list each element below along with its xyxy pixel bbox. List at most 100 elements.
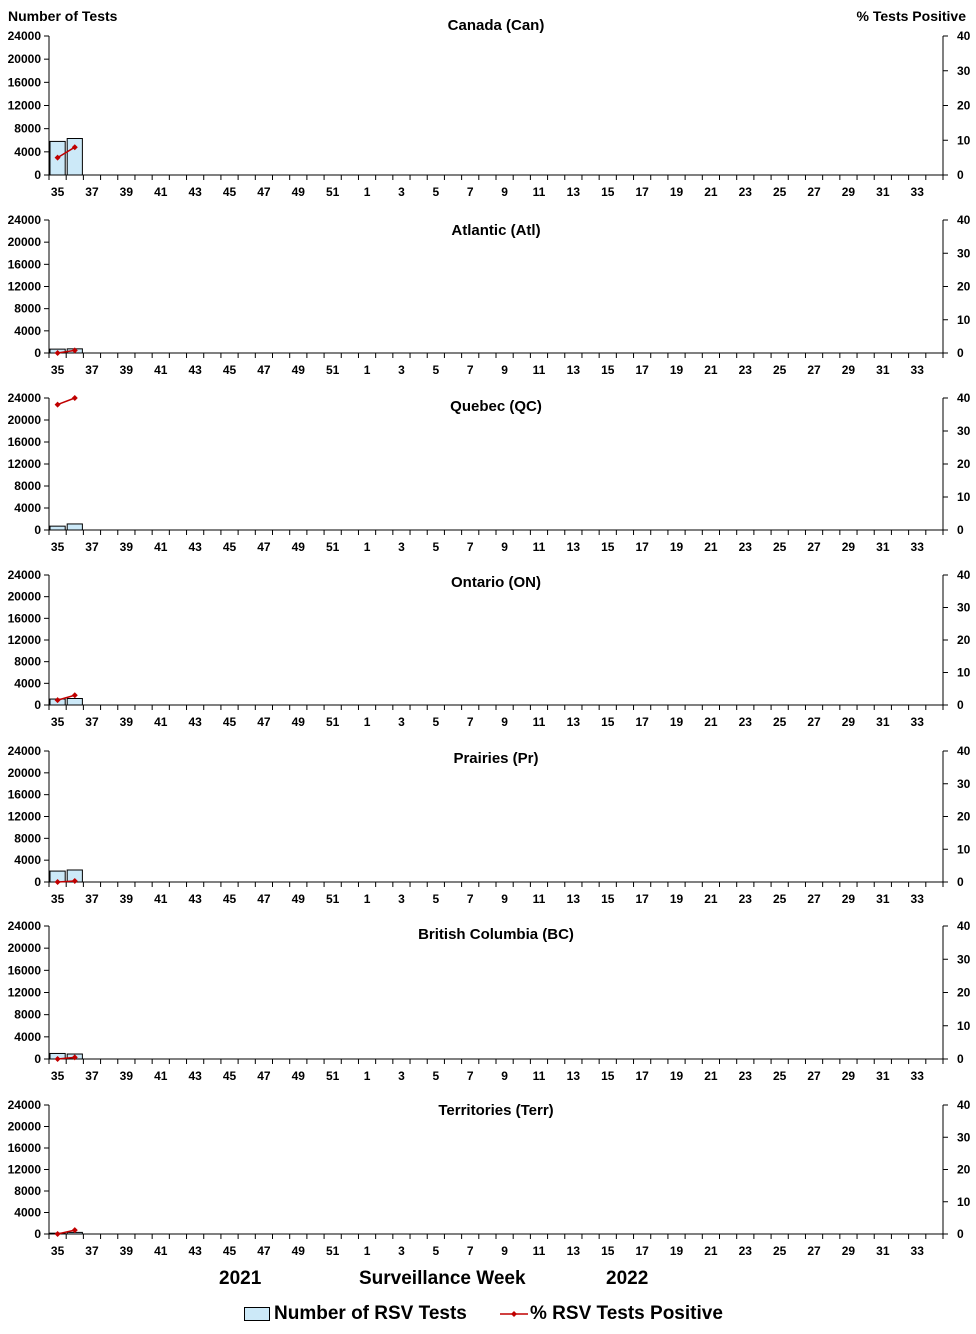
y-right-tick-label: 40 [957,1098,971,1112]
x-tick-label: 29 [842,185,856,199]
x-tick-label: 21 [704,363,718,377]
x-tick-label: 47 [257,363,271,377]
x-tick-label: 19 [670,540,684,554]
line-percent-positive [57,1056,75,1060]
x-tick-label: 31 [876,1244,890,1258]
y-right-tick-label: 20 [957,986,971,1000]
x-tick-label: 5 [432,185,439,199]
y-left-tick-label: 8000 [14,1184,41,1198]
x-tick-label: 13 [567,1244,581,1258]
x-tick-label: 41 [154,892,168,906]
y-left-tick-label: 8000 [14,122,41,136]
y-right-tick-label: 40 [957,213,971,227]
x-tick-label: 51 [326,715,340,729]
x-tick-label: 47 [257,715,271,729]
x-tick-label: 39 [120,715,134,729]
y-left-tick-label: 20000 [8,235,42,249]
y-right-tick-label: 0 [957,698,964,712]
x-tick-label: 15 [601,715,615,729]
y-left-tick-label: 24000 [8,1098,42,1112]
y-right-tick-label: 10 [957,313,971,327]
x-tick-label: 43 [188,892,202,906]
x-tick-label: 39 [120,892,134,906]
y-left-tick-label: 0 [34,168,41,182]
x-tick-label: 19 [670,185,684,199]
x-tick-label: 13 [567,540,581,554]
x-tick-label: 5 [432,1244,439,1258]
point-percent-positive [71,347,78,354]
y-left-tick-label: 16000 [8,435,42,449]
panel-title: Quebec (QC) [450,398,542,415]
point-percent-positive [54,1231,61,1237]
x-tick-label: 25 [773,1244,787,1258]
y-left-tick-label: 20000 [8,766,42,780]
x-tick-label: 7 [467,363,474,377]
x-tick-label: 37 [85,1069,99,1083]
y-right-tick-label: 10 [957,1019,971,1033]
x-tick-label: 9 [501,892,508,906]
y-left-tick-label: 4000 [14,324,41,338]
panel-title: Prairies (Pr) [453,750,538,767]
x-tick-label: 3 [398,540,405,554]
y-left-tick-label: 8000 [14,831,41,845]
point-percent-positive [71,395,78,401]
y-right-tick-label: 40 [957,744,971,758]
y-left-tick-label: 24000 [8,744,42,758]
x-tick-label: 33 [911,1069,925,1083]
panel-title: British Columbia (BC) [418,926,574,943]
y-right-tick-label: 0 [957,1227,964,1241]
y-right-tick-label: 30 [957,64,971,78]
line-percent-positive [57,146,76,159]
x-tick-label: 21 [704,1244,718,1258]
x-tick-label: 3 [398,715,405,729]
x-tick-label: 13 [567,715,581,729]
legend-line-swatch [500,1311,528,1317]
x-tick-label: 31 [876,715,890,729]
x-tick-label: 23 [739,540,753,554]
x-tick-label: 15 [601,363,615,377]
x-tick-label: 9 [501,540,508,554]
y-right-tick-label: 0 [957,1052,964,1066]
y-left-tick-label: 24000 [8,29,42,43]
y-right-tick-label: 30 [957,1130,971,1144]
x-tick-label: 49 [292,1069,306,1083]
x-tick-label: 11 [533,185,546,199]
x-tick-label: 7 [467,892,474,906]
x-tick-label: 27 [807,363,821,377]
point-percent-positive [71,878,78,885]
x-tick-label: 37 [85,1244,99,1258]
y-left-tick-label: 20000 [8,941,42,955]
x-tick-label: 3 [398,185,405,199]
x-tick-label: 19 [670,715,684,729]
x-tick-label: 29 [842,715,856,729]
x-tick-label: 51 [326,363,340,377]
line-percent-positive [57,349,75,354]
x-tick-label: 33 [911,185,925,199]
x-tick-label: 37 [85,540,99,554]
x-tick-label: 41 [154,1069,168,1083]
x-tick-label: 17 [635,185,649,199]
x-tick-label: 39 [120,1244,134,1258]
x-tick-label: 5 [432,1069,439,1083]
x-tick-label: 51 [326,185,340,199]
x-tick-label: 41 [154,1244,168,1258]
y-axis-right-title: % Tests Positive [856,8,966,24]
y-right-tick-label: 20 [957,457,971,471]
y-left-tick-label: 4000 [14,676,41,690]
y-left-tick-label: 12000 [8,1163,42,1177]
point-percent-positive [54,350,61,356]
x-tick-label: 11 [533,715,546,729]
y-left-tick-label: 16000 [8,963,42,977]
x-tick-label: 7 [467,1069,474,1083]
x-tick-label: 1 [364,363,371,377]
x-tick-label: 37 [85,715,99,729]
y-right-tick-label: 30 [957,601,971,615]
y-right-tick-label: 30 [957,777,971,791]
y-left-tick-label: 0 [34,523,41,537]
y-left-tick-label: 20000 [8,413,42,427]
x-tick-label: 11 [533,892,546,906]
x-tick-label: 41 [154,185,168,199]
x-tick-label: 49 [292,892,306,906]
x-tick-label: 39 [120,363,134,377]
x-tick-label: 27 [807,892,821,906]
